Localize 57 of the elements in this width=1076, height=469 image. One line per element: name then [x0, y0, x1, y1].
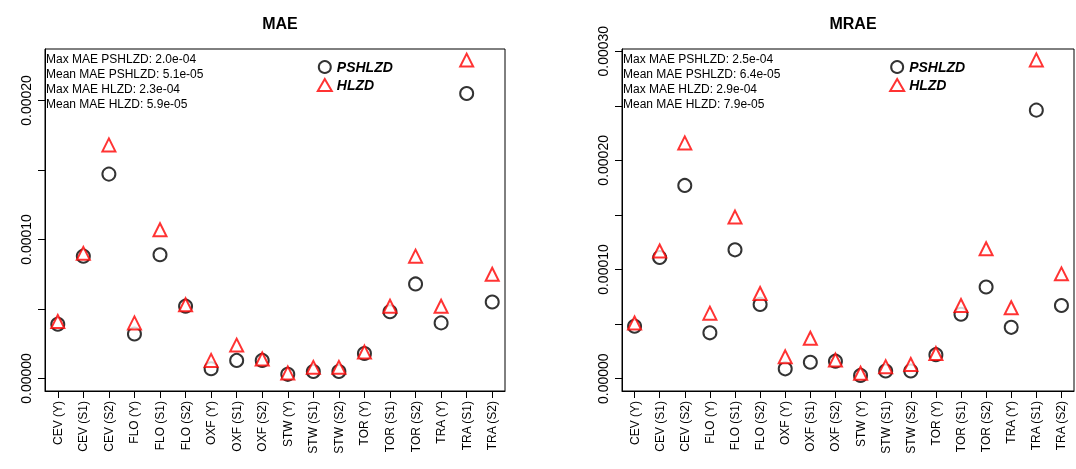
x-tick-label: STW (S1) [306, 401, 321, 454]
annotation: Max MAE HLZD: 2.3e-04 [46, 82, 181, 96]
x-tick-label: TOR (S2) [408, 401, 423, 453]
legend-label: PSHLZD [909, 59, 966, 75]
x-tick-label: CEV (S2) [677, 401, 692, 452]
y-tick-label: 0.00030 [595, 25, 611, 77]
x-tick-label: TOR (S2) [979, 401, 994, 453]
chart-title: MRAE [829, 14, 877, 32]
x-tick-label: TRA (S2) [1054, 401, 1069, 451]
x-tick-label: FLO (S2) [178, 401, 193, 451]
x-tick-label: FLO (Y) [702, 401, 717, 444]
x-tick-label: FLO (Y) [127, 401, 142, 444]
x-tick-label: FLO (S1) [728, 401, 742, 451]
x-tick-label: OXF (Y) [204, 401, 219, 445]
x-tick-label: TOR (Y) [928, 401, 943, 446]
x-tick-label: TRA (S1) [459, 401, 474, 451]
x-tick-label: TOR (S1) [383, 401, 397, 453]
x-tick-label: OXF (S2) [828, 401, 843, 452]
x-tick-label: TRA (S2) [485, 401, 500, 451]
annotation: Mean MAE PSHLZD: 5.1e-05 [46, 67, 204, 81]
x-tick-label: OXF (S2) [255, 401, 270, 452]
x-tick-label: CEV (Y) [627, 401, 642, 446]
x-tick-label: FLO (S1) [153, 401, 167, 451]
annotation: Max MAE HLZD: 2.9e-04 [623, 82, 758, 96]
x-tick-label: STW (Y) [853, 401, 868, 447]
y-tick-label: 0.00010 [18, 213, 34, 265]
x-tick-label: CEV (Y) [50, 401, 65, 446]
x-tick-label: STW (S2) [331, 401, 346, 454]
legend-label: PSHLZD [336, 59, 393, 75]
y-tick-label: 0.00000 [595, 353, 611, 404]
chart-title: MAE [262, 14, 299, 32]
x-tick-label: STW (S1) [878, 401, 893, 454]
y-tick-label: 0.00020 [595, 134, 611, 186]
x-tick-label: STW (S2) [903, 401, 918, 454]
x-tick-label: CEV (S2) [101, 401, 116, 452]
annotation: Max MAE PSHLZD: 2.0e-04 [46, 52, 197, 66]
annotation: Mean MAE PSHLZD: 6.4e-05 [623, 67, 781, 81]
y-tick-label: 0.00010 [595, 243, 611, 295]
annotation: Mean MAE HLZD: 5.9e-05 [46, 97, 188, 111]
annotation: Mean MAE HLZD: 7.9e-05 [623, 97, 765, 111]
x-tick-label: CEV (S1) [652, 401, 667, 452]
y-tick-label: 0.00020 [18, 74, 34, 126]
x-tick-label: FLO (S2) [753, 401, 768, 451]
x-tick-label: TOR (Y) [357, 401, 372, 446]
legend-label: HLZD [909, 77, 947, 93]
x-tick-label: TRA (Y) [1004, 401, 1019, 444]
x-tick-label: OXF (S1) [229, 401, 244, 452]
x-tick-label: OXF (Y) [778, 401, 793, 445]
x-tick-label: CEV (S1) [76, 401, 91, 452]
annotation: Max MAE PSHLZD: 2.5e-04 [623, 52, 774, 66]
x-tick-label: TRA (Y) [434, 401, 449, 444]
x-tick-label: TRA (S1) [1029, 401, 1044, 451]
legend-label: HLZD [336, 77, 375, 93]
y-tick-label: 0.00000 [18, 352, 34, 404]
x-tick-label: STW (Y) [280, 401, 295, 447]
x-tick-label: TOR (S1) [954, 401, 968, 453]
x-tick-label: OXF (S1) [803, 401, 818, 452]
